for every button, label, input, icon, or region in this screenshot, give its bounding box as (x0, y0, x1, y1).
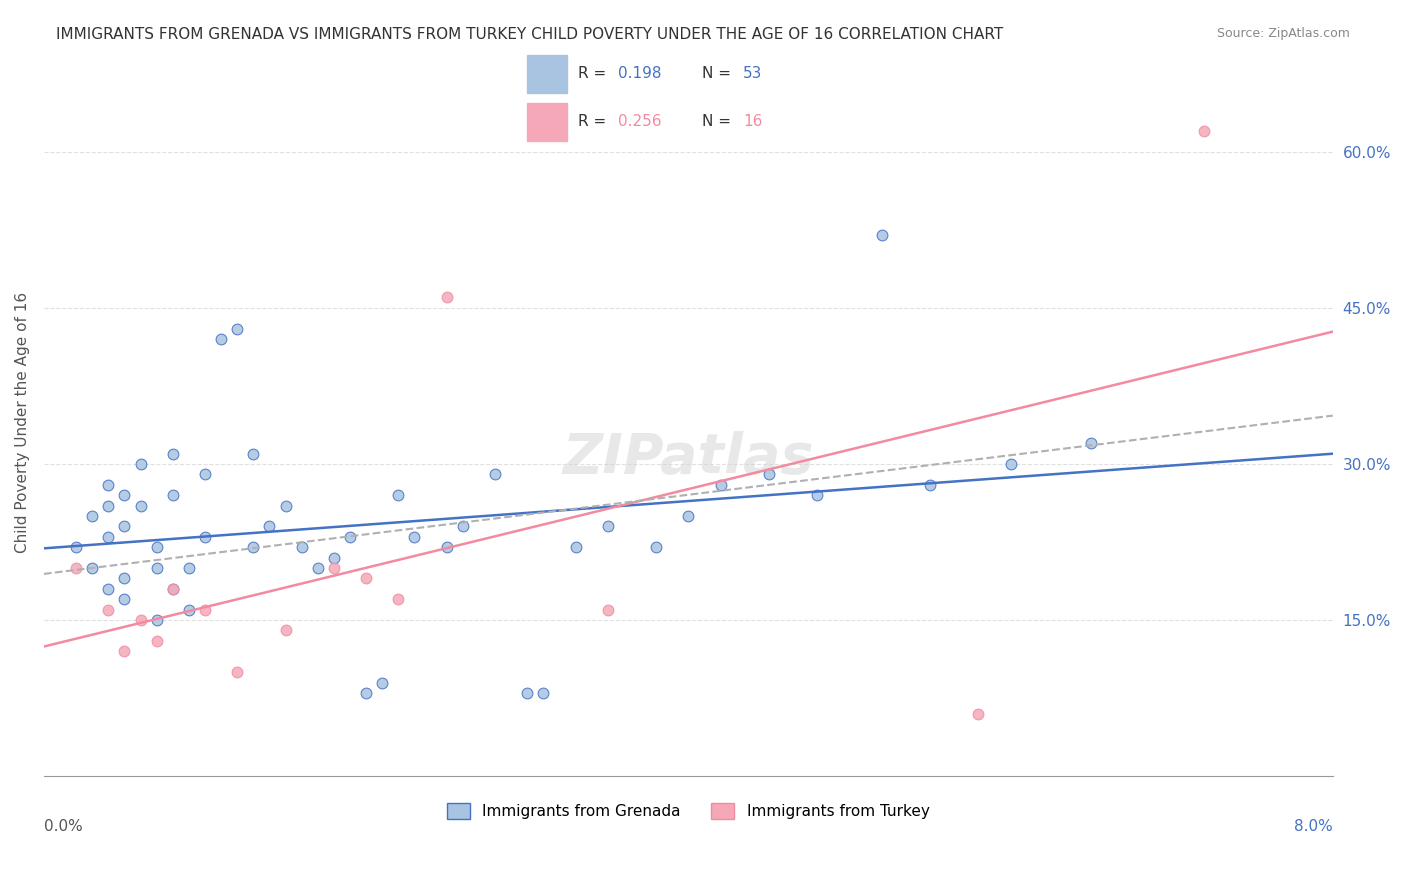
Point (758, 467, 780, 482)
Point (1000, 457, 1022, 471)
Point (564, 540, 586, 554)
Point (162, 446, 184, 460)
Point (177, 561, 200, 575)
Point (371, 675, 394, 690)
Point (291, 540, 314, 554)
Point (129, 457, 152, 471)
Point (114, 592, 136, 607)
Point (387, 592, 409, 607)
Point (242, 446, 264, 460)
Point (97, 499, 120, 513)
Point (1192, 124, 1215, 138)
Point (65, 561, 87, 575)
Bar (527, 103, 568, 141)
Point (531, 686, 554, 700)
Bar (527, 55, 568, 93)
Text: ZIPatlas: ZIPatlas (562, 431, 814, 484)
Point (162, 488, 184, 502)
Point (114, 488, 136, 502)
Point (274, 624, 297, 638)
Text: 0.256: 0.256 (619, 114, 662, 129)
Point (322, 550, 344, 565)
Point (596, 519, 619, 533)
Point (145, 540, 167, 554)
Text: 0.0%: 0.0% (44, 819, 83, 834)
Point (354, 571, 377, 585)
Point (436, 540, 458, 554)
Point (870, 227, 893, 242)
Point (114, 571, 136, 585)
Point (451, 519, 474, 533)
Point (596, 602, 619, 616)
Point (177, 602, 200, 616)
Y-axis label: Child Poverty Under the Age of 16: Child Poverty Under the Age of 16 (15, 292, 30, 553)
Text: N =: N = (703, 66, 737, 81)
Point (274, 499, 297, 513)
Point (129, 613, 152, 627)
Point (242, 540, 264, 554)
Point (162, 582, 184, 596)
Point (387, 488, 409, 502)
Point (322, 561, 344, 575)
Point (97, 582, 120, 596)
Text: 53: 53 (742, 66, 762, 81)
Point (145, 561, 167, 575)
Point (645, 540, 668, 554)
Point (65, 540, 87, 554)
Point (129, 499, 152, 513)
Point (339, 530, 361, 544)
Point (404, 530, 426, 544)
Point (162, 582, 184, 596)
Point (194, 530, 217, 544)
Point (226, 665, 249, 679)
Point (354, 686, 377, 700)
Text: IMMIGRANTS FROM GRENADA VS IMMIGRANTS FROM TURKEY CHILD POVERTY UNDER THE AGE OF: IMMIGRANTS FROM GRENADA VS IMMIGRANTS FR… (56, 27, 1004, 42)
Point (194, 602, 217, 616)
Text: N =: N = (703, 114, 737, 129)
Point (307, 561, 329, 575)
Point (145, 613, 167, 627)
Point (114, 519, 136, 533)
Point (114, 644, 136, 658)
Text: Source: ZipAtlas.com: Source: ZipAtlas.com (1216, 27, 1350, 40)
Point (918, 477, 941, 491)
Point (97, 530, 120, 544)
Point (82, 561, 104, 575)
Text: R =: R = (578, 66, 610, 81)
Point (82, 508, 104, 523)
Text: R =: R = (578, 114, 610, 129)
Point (97, 602, 120, 616)
Point (516, 686, 538, 700)
Point (967, 706, 990, 721)
Point (678, 508, 700, 523)
Point (1080, 436, 1102, 450)
Text: 8.0%: 8.0% (1294, 819, 1333, 834)
Point (484, 467, 506, 482)
Point (806, 488, 828, 502)
Point (259, 519, 281, 533)
Text: 16: 16 (742, 114, 762, 129)
Point (209, 332, 232, 346)
Point (436, 290, 458, 304)
Text: 0.198: 0.198 (619, 66, 662, 81)
Point (709, 477, 731, 491)
Point (194, 467, 217, 482)
Point (97, 477, 120, 491)
Point (145, 633, 167, 648)
Point (226, 321, 249, 335)
Legend: Immigrants from Grenada, Immigrants from Turkey: Immigrants from Grenada, Immigrants from… (441, 797, 935, 825)
